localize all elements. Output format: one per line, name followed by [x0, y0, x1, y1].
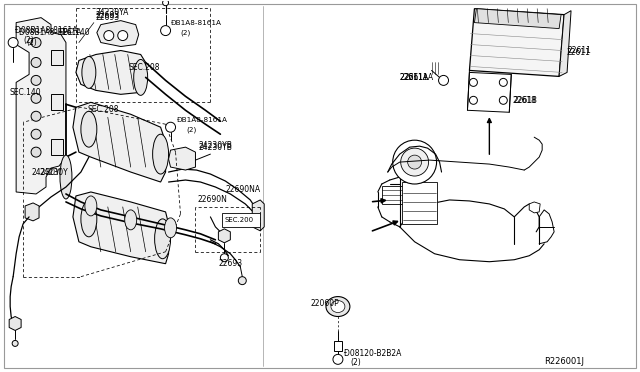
Polygon shape [73, 102, 166, 182]
Text: 22611A: 22611A [400, 73, 429, 82]
Text: 24230YB: 24230YB [198, 142, 232, 152]
Polygon shape [474, 9, 561, 29]
Circle shape [161, 26, 171, 36]
Polygon shape [76, 51, 146, 94]
Ellipse shape [326, 296, 350, 317]
Circle shape [31, 38, 41, 48]
Bar [402, 182, 436, 224]
Bar [222, 213, 260, 227]
Text: SEC.140: SEC.140 [9, 88, 41, 97]
Text: SEC.208: SEC.208 [129, 63, 160, 72]
Circle shape [118, 31, 128, 41]
Bar [51, 139, 63, 155]
Ellipse shape [81, 201, 97, 237]
Polygon shape [9, 317, 21, 330]
Text: SEC.140: SEC.140 [59, 28, 91, 37]
Text: 22690NA: 22690NA [225, 186, 260, 195]
Text: 22693: 22693 [218, 259, 243, 268]
Ellipse shape [85, 196, 97, 216]
Circle shape [31, 93, 41, 103]
Circle shape [8, 38, 18, 48]
Ellipse shape [60, 155, 72, 199]
Polygon shape [467, 73, 511, 112]
Ellipse shape [81, 111, 97, 147]
Text: 22611: 22611 [567, 46, 591, 55]
Circle shape [499, 78, 508, 86]
FancyBboxPatch shape [4, 4, 636, 368]
Polygon shape [529, 202, 540, 213]
Circle shape [333, 355, 343, 364]
Text: 22693: 22693 [96, 13, 120, 22]
Text: (2): (2) [180, 29, 191, 36]
Circle shape [166, 122, 175, 132]
Text: 22611: 22611 [566, 48, 590, 57]
Text: 24230Y: 24230Y [31, 167, 60, 177]
Ellipse shape [134, 60, 148, 95]
Text: (2): (2) [186, 127, 196, 134]
Text: 22060P: 22060P [310, 299, 339, 308]
Bar [51, 49, 63, 65]
Text: Ð08B1A8-8161A: Ð08B1A8-8161A [15, 26, 77, 35]
Text: (2): (2) [23, 36, 34, 45]
Circle shape [104, 31, 114, 41]
Polygon shape [73, 192, 168, 264]
Circle shape [12, 340, 18, 346]
Text: 24230Y: 24230Y [39, 167, 68, 177]
Circle shape [31, 58, 41, 67]
Polygon shape [469, 9, 564, 76]
Text: SEC.208: SEC.208 [88, 105, 120, 114]
Ellipse shape [125, 210, 137, 230]
Circle shape [238, 277, 246, 285]
Circle shape [31, 111, 41, 121]
Circle shape [31, 129, 41, 139]
Circle shape [499, 96, 508, 104]
Polygon shape [559, 11, 571, 76]
Ellipse shape [408, 155, 422, 169]
Circle shape [31, 147, 41, 157]
Polygon shape [168, 147, 195, 170]
Bar [334, 341, 342, 352]
Text: Ð08120-B2B2A: Ð08120-B2B2A [344, 349, 401, 358]
Polygon shape [252, 200, 264, 231]
Text: ÐB1A8-8161A: ÐB1A8-8161A [177, 117, 228, 123]
Circle shape [220, 254, 228, 262]
Polygon shape [16, 17, 66, 194]
Bar [51, 94, 63, 110]
Polygon shape [25, 203, 39, 221]
Circle shape [163, 0, 168, 6]
Polygon shape [97, 20, 139, 46]
Circle shape [438, 76, 449, 86]
Circle shape [31, 76, 41, 86]
Ellipse shape [82, 57, 96, 89]
Circle shape [469, 78, 477, 86]
Ellipse shape [164, 218, 177, 238]
Text: 22690N: 22690N [198, 195, 227, 205]
Ellipse shape [401, 148, 429, 176]
Bar [382, 186, 404, 204]
Text: 22611A: 22611A [404, 73, 434, 82]
Ellipse shape [152, 134, 168, 174]
Text: ÐB1A8-8161A: ÐB1A8-8161A [171, 20, 221, 26]
Text: 22611A: 22611A [400, 73, 429, 82]
Text: 24230YA: 24230YA [96, 8, 129, 17]
Text: 22618: 22618 [512, 96, 536, 105]
Text: (2): (2) [26, 38, 37, 47]
Text: R226001J: R226001J [544, 357, 584, 366]
Ellipse shape [331, 301, 345, 312]
Ellipse shape [155, 219, 171, 259]
Text: Ð08B1A8-8161A: Ð08B1A8-8161A [19, 28, 82, 37]
Text: 22618: 22618 [513, 96, 537, 105]
Circle shape [469, 96, 477, 104]
Text: SEC.200: SEC.200 [225, 217, 253, 223]
Text: (2): (2) [350, 358, 360, 367]
Text: 24230YB: 24230YB [198, 141, 232, 150]
Text: 22693: 22693 [96, 11, 120, 20]
Ellipse shape [393, 140, 436, 184]
Polygon shape [218, 229, 230, 243]
